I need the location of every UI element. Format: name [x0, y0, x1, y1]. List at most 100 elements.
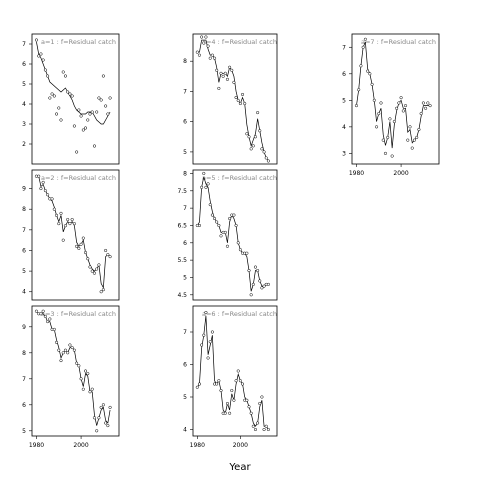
data-point [251, 282, 255, 286]
y-tick-label: 7 [22, 376, 26, 383]
data-point [88, 265, 92, 269]
y-tick-label: 4 [342, 124, 346, 131]
data-point [204, 185, 208, 189]
y-tick-label: 8 [183, 170, 187, 177]
y-tick-label: 6 [183, 240, 187, 247]
data-point [262, 427, 266, 432]
data-point [195, 385, 199, 389]
data-point [77, 246, 81, 250]
data-point [223, 230, 227, 234]
data-point [54, 213, 59, 217]
data-point [83, 126, 88, 130]
data-point [59, 211, 63, 215]
data-point [95, 429, 99, 433]
data-point [68, 343, 72, 347]
y-tick-label: 8 [183, 58, 187, 65]
data-point [253, 135, 258, 139]
data-point [212, 56, 217, 60]
panel-title: a=2 : f=Residual catch [41, 174, 116, 182]
data-point [366, 69, 370, 73]
data-point [81, 128, 85, 132]
data-point [39, 312, 43, 316]
data-point [386, 135, 390, 140]
data-point [108, 96, 112, 100]
data-point [61, 238, 65, 242]
y-tick-label: 5.5 [177, 257, 187, 264]
data-point [95, 267, 99, 271]
data-point [104, 248, 108, 253]
data-point [395, 106, 399, 110]
data-point [392, 120, 396, 124]
data-point [249, 411, 253, 415]
data-point [197, 223, 202, 228]
data-point [245, 398, 249, 402]
data-point [390, 154, 394, 158]
y-tick-label: 8 [22, 350, 26, 357]
data-point [206, 356, 210, 360]
data-point [232, 80, 236, 84]
data-point [200, 343, 204, 347]
data-point [408, 125, 412, 129]
data-point [83, 369, 88, 373]
data-point [70, 217, 74, 222]
data-point [262, 284, 266, 288]
x-tick-label: 1980 [190, 442, 205, 449]
data-point [412, 138, 417, 142]
data-point [34, 38, 39, 42]
data-point [99, 290, 103, 294]
data-point [236, 241, 240, 245]
panel-title: a=3 : f=Residual catch [41, 310, 116, 318]
data-point [39, 52, 43, 56]
data-point [48, 317, 52, 321]
data-point [232, 213, 236, 217]
data-point [403, 104, 408, 108]
panel-7: a=6 : f=Residual catch 4 5 6 7 1980 2000 [183, 305, 278, 449]
data-point [232, 398, 236, 402]
data-point [230, 68, 234, 72]
data-point [251, 144, 255, 148]
data-point [46, 74, 50, 78]
fit-line [36, 310, 111, 426]
data-point [41, 180, 45, 184]
data-point [59, 118, 63, 122]
data-point [258, 401, 262, 406]
data-point [90, 387, 94, 391]
y-tick-label: 6.5 [177, 222, 187, 229]
data-point [79, 377, 83, 381]
data-point [43, 68, 47, 72]
y-tick-label: 9 [22, 186, 26, 193]
data-point [266, 427, 270, 432]
data-point [215, 220, 219, 224]
y-tick-label: 7 [183, 329, 187, 336]
y-tick-label: 7 [22, 41, 26, 48]
data-point [258, 129, 262, 133]
y-tick-label: 9 [22, 324, 26, 331]
data-point [57, 348, 61, 352]
panel-frame [351, 33, 440, 165]
data-point [106, 253, 110, 257]
panel-frame [192, 305, 278, 437]
data-point [370, 82, 374, 86]
data-point [108, 405, 112, 409]
y-tick-label: 3 [342, 150, 346, 157]
data-point [41, 309, 45, 313]
data-point [101, 403, 105, 407]
data-point [72, 124, 76, 128]
data-point [86, 118, 90, 122]
data-point [421, 101, 425, 105]
data-point [90, 110, 94, 114]
data-point [75, 361, 79, 365]
data-point [388, 117, 392, 121]
data-point [245, 251, 249, 255]
data-point [204, 310, 208, 315]
data-point [72, 222, 76, 226]
x-tick-label: 1980 [29, 442, 44, 449]
data-point [238, 248, 242, 252]
data-point [202, 171, 206, 176]
data-point [215, 382, 219, 386]
x-tick-label: 2000 [233, 442, 248, 449]
data-point [225, 401, 230, 406]
data-point [200, 35, 204, 39]
data-point [61, 351, 65, 355]
y-tick-label: 6 [22, 247, 26, 254]
